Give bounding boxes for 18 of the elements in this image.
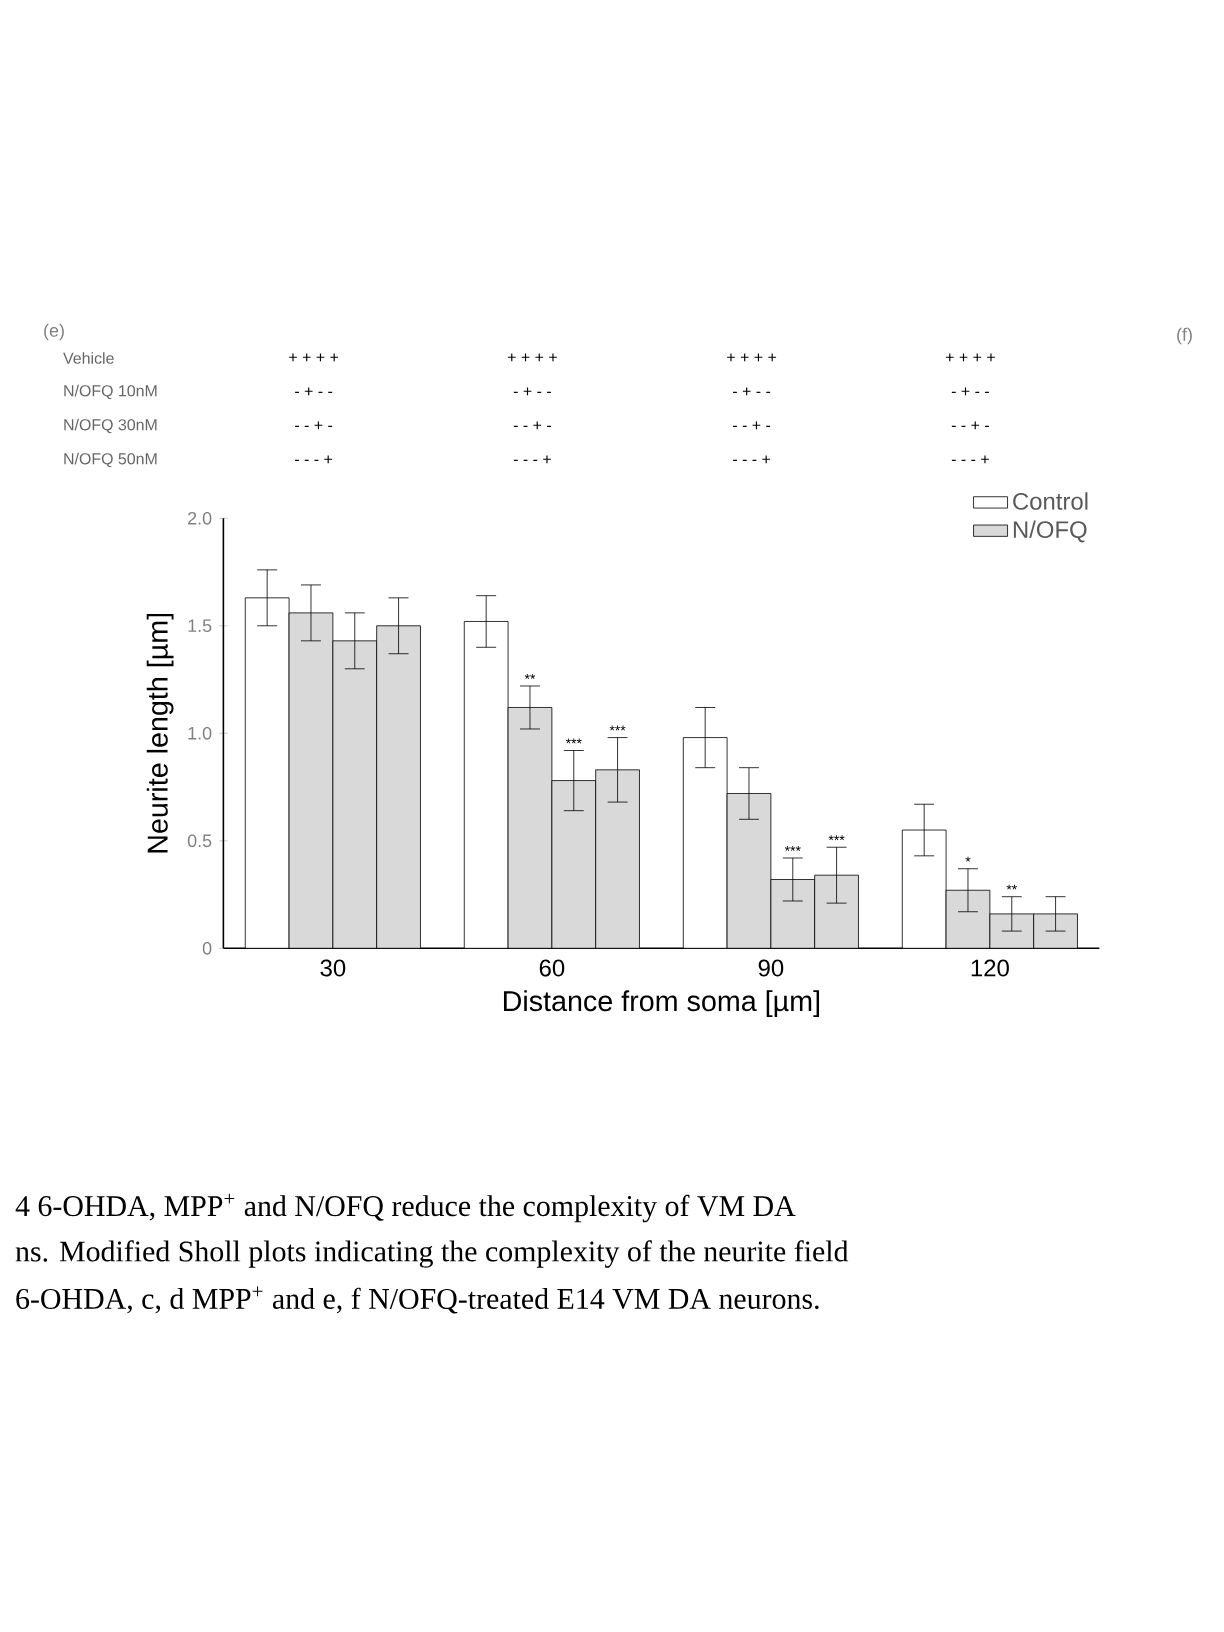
y-tick-label: 0	[202, 941, 212, 955]
x-tick-label: 60	[539, 959, 565, 977]
y-tick-label: 2.0	[188, 511, 212, 525]
text: (e)	[44, 323, 64, 341]
text: ns. Modified Sholl plots indicating the complexity of the neurite field	[15, 1240, 849, 1268]
x-axis-title: Distance from soma [µm]	[503, 990, 820, 1017]
x-tick-label: 90	[758, 959, 784, 977]
legend-label: Control	[1013, 492, 1088, 510]
x-tick-label: 30	[320, 959, 346, 977]
x-tick-label: 120	[971, 959, 1009, 977]
text: 6-OHDA, c, d MPP$^{+}$ and e, f N/OFQ-treated E14 VM DA neurons.	[16, 1286, 819, 1314]
y-tick-label: 0.5	[187, 834, 212, 848]
text: (f)	[1177, 327, 1192, 345]
text: 4 6-OHDA, MPP$^{+}$ and N/OFQ reduce the complexity of VM DA	[15, 1193, 796, 1223]
y-axis-title: Neurite length [µm]	[146, 613, 174, 853]
y-tick-label: 1.5	[188, 619, 212, 633]
legend-label: N/OFQ	[1013, 520, 1087, 543]
y-tick-label: 1.0	[188, 726, 212, 740]
